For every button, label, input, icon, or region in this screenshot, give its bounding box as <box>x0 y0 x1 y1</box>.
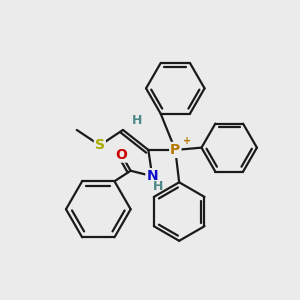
Text: H: H <box>153 180 164 194</box>
Text: S: S <box>95 138 105 152</box>
Text: +: + <box>183 136 191 146</box>
Text: H: H <box>132 114 142 127</box>
Text: P: P <box>170 143 180 157</box>
Text: O: O <box>116 148 127 162</box>
Text: N: N <box>146 169 158 183</box>
